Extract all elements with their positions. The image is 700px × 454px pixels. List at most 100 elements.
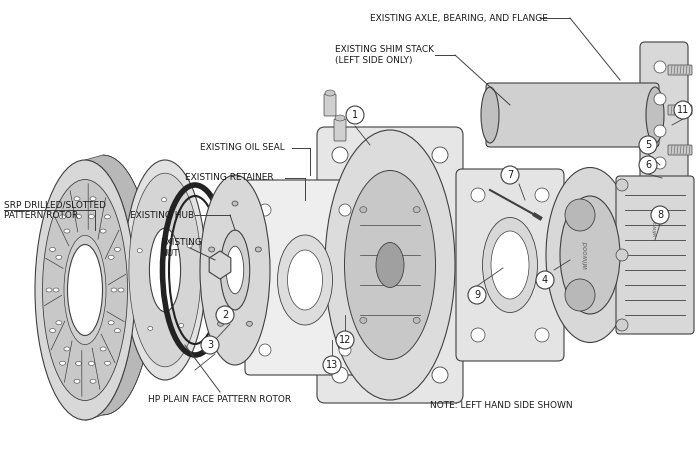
Circle shape	[471, 328, 485, 342]
Ellipse shape	[111, 288, 117, 292]
Text: 9: 9	[474, 290, 480, 300]
Circle shape	[616, 319, 628, 331]
Circle shape	[535, 328, 549, 342]
Text: 11: 11	[677, 105, 689, 115]
Ellipse shape	[137, 249, 142, 252]
Ellipse shape	[100, 229, 106, 233]
Ellipse shape	[100, 347, 106, 351]
Ellipse shape	[90, 197, 96, 201]
Text: SRP DRILLED/SLOTTED
PATTERN ROTOR: SRP DRILLED/SLOTTED PATTERN ROTOR	[4, 200, 106, 220]
Circle shape	[332, 147, 348, 163]
FancyBboxPatch shape	[324, 94, 336, 116]
Ellipse shape	[50, 247, 55, 252]
Ellipse shape	[413, 207, 420, 212]
FancyBboxPatch shape	[616, 176, 694, 334]
Text: 8: 8	[657, 210, 663, 220]
Ellipse shape	[565, 199, 595, 231]
Ellipse shape	[74, 197, 80, 201]
FancyBboxPatch shape	[456, 169, 564, 361]
Text: 1: 1	[352, 110, 358, 120]
Ellipse shape	[209, 247, 215, 252]
Ellipse shape	[35, 160, 135, 420]
Ellipse shape	[118, 288, 124, 292]
Ellipse shape	[114, 247, 120, 252]
Circle shape	[536, 271, 554, 289]
Circle shape	[651, 206, 669, 224]
FancyBboxPatch shape	[640, 42, 688, 188]
Text: EXISTING
NUT: EXISTING NUT	[160, 238, 202, 258]
Ellipse shape	[53, 288, 59, 292]
Ellipse shape	[491, 231, 529, 299]
Ellipse shape	[200, 175, 270, 365]
Ellipse shape	[482, 217, 538, 312]
Ellipse shape	[565, 279, 595, 311]
Circle shape	[432, 147, 448, 163]
Ellipse shape	[162, 197, 167, 202]
Ellipse shape	[256, 247, 261, 252]
Circle shape	[323, 356, 341, 374]
Ellipse shape	[232, 201, 238, 206]
Circle shape	[616, 179, 628, 191]
Ellipse shape	[413, 317, 420, 323]
FancyBboxPatch shape	[668, 105, 692, 115]
Polygon shape	[85, 155, 153, 420]
Ellipse shape	[76, 361, 81, 365]
Ellipse shape	[64, 229, 70, 233]
Text: wilwood: wilwood	[582, 241, 588, 269]
Ellipse shape	[108, 255, 114, 259]
Text: 4: 4	[542, 275, 548, 285]
Circle shape	[339, 204, 351, 216]
Ellipse shape	[149, 228, 181, 312]
Circle shape	[432, 367, 448, 383]
Circle shape	[501, 166, 519, 184]
Ellipse shape	[88, 361, 95, 365]
Circle shape	[259, 344, 271, 356]
FancyBboxPatch shape	[317, 127, 463, 403]
Ellipse shape	[60, 361, 66, 365]
Text: 5: 5	[645, 140, 651, 150]
Text: EXISTING HUB: EXISTING HUB	[130, 211, 194, 219]
Ellipse shape	[546, 168, 634, 342]
Circle shape	[216, 306, 234, 324]
Ellipse shape	[90, 379, 96, 383]
Ellipse shape	[50, 329, 55, 333]
Ellipse shape	[218, 321, 223, 326]
Ellipse shape	[178, 324, 183, 327]
Ellipse shape	[187, 244, 192, 248]
Polygon shape	[209, 251, 231, 279]
Text: EXISTING SHIM STACK
(LEFT SIDE ONLY): EXISTING SHIM STACK (LEFT SIDE ONLY)	[335, 45, 434, 65]
Circle shape	[639, 136, 657, 154]
Ellipse shape	[376, 242, 404, 287]
Ellipse shape	[335, 115, 345, 121]
Ellipse shape	[74, 379, 80, 383]
Ellipse shape	[64, 347, 70, 351]
Ellipse shape	[64, 236, 106, 345]
Circle shape	[674, 101, 692, 119]
Ellipse shape	[560, 196, 620, 314]
Text: HP PLAIN FACE PATTERN ROTOR: HP PLAIN FACE PATTERN ROTOR	[148, 395, 292, 405]
Text: 7: 7	[507, 170, 513, 180]
Ellipse shape	[43, 179, 127, 400]
Circle shape	[471, 188, 485, 202]
FancyBboxPatch shape	[668, 145, 692, 155]
Text: 13: 13	[326, 360, 338, 370]
Ellipse shape	[148, 326, 153, 331]
Text: wilwood: wilwood	[652, 214, 657, 236]
Ellipse shape	[481, 87, 499, 143]
Circle shape	[468, 286, 486, 304]
FancyBboxPatch shape	[668, 65, 692, 75]
Circle shape	[201, 336, 219, 354]
Ellipse shape	[344, 171, 435, 360]
Ellipse shape	[104, 215, 111, 219]
Circle shape	[332, 367, 348, 383]
Circle shape	[654, 157, 666, 169]
Circle shape	[346, 106, 364, 124]
Ellipse shape	[646, 87, 664, 143]
Ellipse shape	[277, 235, 332, 325]
Ellipse shape	[60, 215, 66, 219]
Text: EXISTING OIL SEAL: EXISTING OIL SEAL	[200, 143, 285, 153]
Circle shape	[535, 188, 549, 202]
Circle shape	[259, 204, 271, 216]
Text: 2: 2	[222, 310, 228, 320]
Ellipse shape	[114, 329, 120, 333]
